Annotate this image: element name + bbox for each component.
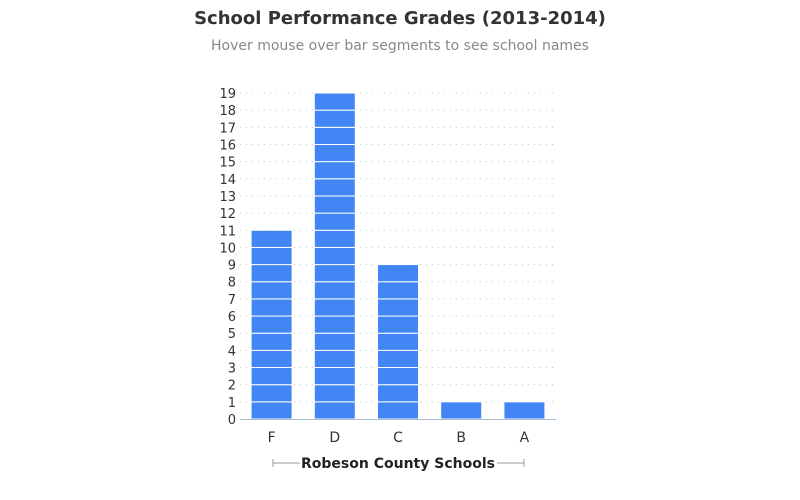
bar-segment[interactable]: [313, 126, 356, 145]
chart-subtitle: Hover mouse over bar segments to see sch…: [211, 38, 589, 54]
bar-a[interactable]: [503, 401, 546, 420]
bar-segment[interactable]: [313, 332, 356, 351]
bar-segment[interactable]: [250, 367, 293, 386]
bar-segment[interactable]: [377, 349, 419, 369]
x-axis-title: Robeson County Schools: [301, 456, 495, 472]
bar-segment[interactable]: [313, 264, 356, 283]
bar-segment[interactable]: [377, 332, 419, 351]
y-tick-label: 6: [228, 310, 236, 325]
bar-segment[interactable]: [313, 298, 356, 317]
bar-segment[interactable]: [377, 384, 419, 403]
bar-segment[interactable]: [313, 143, 356, 163]
bar-segment[interactable]: [313, 367, 356, 386]
x-tick-label: D: [329, 430, 340, 446]
bar-segment[interactable]: [440, 401, 483, 420]
y-tick-label: 5: [228, 327, 236, 342]
bars[interactable]: [250, 92, 546, 420]
bar-segment[interactable]: [377, 315, 419, 334]
x-tick-label: B: [456, 430, 466, 446]
x-tick-label: A: [520, 430, 530, 446]
bar-segment[interactable]: [250, 281, 293, 300]
bar-segment[interactable]: [250, 315, 293, 334]
bar-segment[interactable]: [313, 281, 356, 300]
bar-segment[interactable]: [250, 349, 293, 369]
y-tick-label: 18: [219, 104, 236, 119]
y-tick-label: 7: [228, 293, 236, 308]
bar-segment[interactable]: [250, 401, 293, 420]
bar-segment[interactable]: [250, 264, 293, 283]
bar-segment[interactable]: [250, 332, 293, 351]
bar-segment[interactable]: [377, 401, 419, 420]
bar-segment[interactable]: [313, 178, 356, 197]
y-tick-label: 11: [219, 224, 236, 239]
y-tick-label: 15: [219, 156, 236, 171]
y-tick-label: 1: [228, 396, 236, 411]
y-tick-label: 14: [219, 173, 236, 188]
y-tick-label: 3: [228, 362, 236, 377]
bar-segment[interactable]: [377, 264, 419, 283]
bar-segment[interactable]: [313, 92, 356, 111]
bar-b[interactable]: [440, 401, 483, 420]
bar-segment[interactable]: [377, 281, 419, 300]
bar-segment[interactable]: [377, 367, 419, 386]
bar-segment[interactable]: [313, 315, 356, 334]
bar-segment[interactable]: [250, 246, 293, 266]
bar-c[interactable]: [377, 264, 419, 420]
y-tick-label: 13: [219, 190, 236, 205]
bar-segment[interactable]: [313, 401, 356, 420]
y-tick-label: 19: [219, 87, 236, 102]
bar-d[interactable]: [313, 92, 356, 420]
bar-segment[interactable]: [313, 195, 356, 214]
x-axis-title-group: Robeson County Schools: [272, 456, 525, 472]
bar-segment[interactable]: [250, 384, 293, 403]
bar-segment[interactable]: [313, 349, 356, 369]
bar-f[interactable]: [250, 229, 293, 420]
bar-segment[interactable]: [313, 212, 356, 231]
x-tick-label: C: [393, 430, 403, 446]
y-tick-label: 10: [219, 241, 236, 256]
bar-segment[interactable]: [313, 384, 356, 403]
y-tick-label: 8: [228, 276, 236, 291]
bar-segment[interactable]: [377, 298, 419, 317]
bar-segment[interactable]: [313, 109, 356, 128]
bar-segment[interactable]: [313, 246, 356, 266]
chart-title: School Performance Grades (2013-2014): [194, 8, 606, 29]
y-tick-label: 2: [228, 379, 236, 394]
bar-segment[interactable]: [313, 229, 356, 248]
y-tick-label: 0: [228, 413, 236, 428]
y-tick-label: 17: [219, 121, 236, 136]
y-tick-label: 9: [228, 259, 236, 274]
bar-segment[interactable]: [313, 161, 356, 180]
y-tick-label: 12: [219, 207, 236, 222]
y-tick-label: 16: [219, 138, 236, 153]
bar-segment[interactable]: [250, 298, 293, 317]
bar-segment[interactable]: [250, 229, 293, 248]
x-tick-label: F: [268, 430, 276, 446]
y-tick-label: 4: [228, 344, 236, 359]
bar-segment[interactable]: [503, 401, 546, 420]
